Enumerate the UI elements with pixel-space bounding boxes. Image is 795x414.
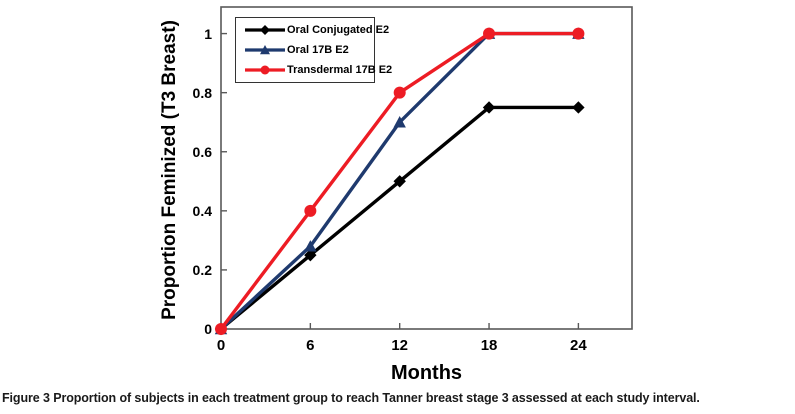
legend-label: Transdermal 17B E2 [287,64,393,76]
figure-caption-text: Proportion of subjects in each treatment… [49,391,700,405]
figure-caption: Figure 3 Proportion of subjects in each … [2,391,792,405]
y-tick-label: 0 [204,321,212,337]
legend-item-transdermal-17b-e2: Transdermal 17B E2 [236,60,392,80]
legend: Oral Conjugated E2 Oral 17B E2 Transderm… [235,17,392,83]
x-tick-label: 12 [391,337,409,354]
triangle-marker-icon [245,45,285,55]
x-tick-label: 18 [480,337,498,354]
y-tick-label: 1 [204,25,212,42]
y-tick-label: 0.6 [192,143,212,160]
legend-item-oral-17b-e2: Oral 17B E2 [236,40,374,60]
x-tick-label: 24 [570,337,587,354]
x-axis-title: Months [390,362,463,384]
x-tick-label: 0 [216,337,226,354]
figure-caption-label: Figure 3 [2,391,50,405]
legend-item-oral-conjugated-e2: Oral Conjugated E2 [236,20,389,40]
y-tick-label: 0.8 [192,84,212,101]
legend-label: Oral 17B E2 [287,44,349,56]
x-tick-label: 6 [306,337,315,354]
circle-marker-icon [245,65,285,75]
diamond-marker-icon [245,25,285,35]
y-tick-label: 0.4 [192,202,212,219]
legend-label: Oral Conjugated E2 [287,24,390,36]
y-tick-label: 0.2 [192,261,212,278]
